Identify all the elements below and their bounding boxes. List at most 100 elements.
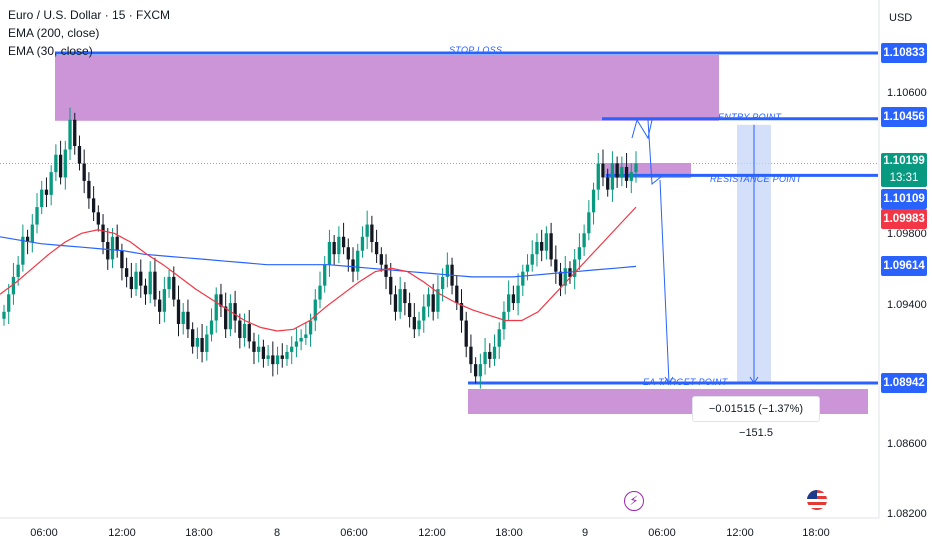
- candle-body: [40, 189, 44, 208]
- candle-body: [224, 306, 228, 330]
- ema200-price-label: 1.09614: [881, 256, 927, 276]
- candle-body: [25, 236, 30, 242]
- candle-body: [440, 276, 445, 290]
- candle-body: [214, 294, 218, 321]
- candle-body: [629, 172, 633, 181]
- candle-body: [516, 285, 520, 304]
- candle-body: [252, 341, 256, 352]
- symbol-title[interactable]: Euro / U.S. Dollar · 15 · FXCM: [8, 8, 171, 22]
- candle-body: [426, 294, 431, 307]
- us-flag-icon[interactable]: [807, 490, 827, 510]
- candle-body: [615, 163, 619, 178]
- candle-body: [591, 189, 596, 213]
- candle-body: [535, 241, 539, 255]
- candle-body: [195, 337, 200, 347]
- candle-body: [398, 289, 402, 312]
- ema200-legend[interactable]: EMA (200, close): [8, 26, 100, 40]
- candle-body: [148, 271, 152, 295]
- projection-arrowhead: [664, 376, 674, 384]
- candle-body: [436, 289, 440, 312]
- candle-body: [389, 276, 393, 295]
- ema200-line: [0, 236, 637, 278]
- ema30-price-label: 1.10109: [881, 189, 927, 209]
- time-tick: 9: [581, 527, 589, 539]
- candle-body: [379, 254, 383, 265]
- candle-body: [82, 163, 86, 181]
- candle-body: [544, 233, 549, 251]
- candle-body: [30, 224, 34, 242]
- candle-body: [431, 294, 435, 312]
- candle-body: [407, 303, 412, 318]
- candle-body: [73, 119, 77, 147]
- candle-body: [157, 299, 162, 312]
- candle-body: [219, 294, 223, 307]
- candle-body: [558, 271, 563, 286]
- ema30-red-price-label: 1.09983: [881, 209, 927, 229]
- candle-body: [21, 236, 25, 265]
- candle-body: [525, 264, 530, 272]
- currency-label[interactable]: USD: [889, 12, 913, 24]
- candle-body: [346, 247, 350, 260]
- candle-body: [134, 271, 138, 290]
- candle-body: [35, 207, 39, 225]
- resistance-point-annotation[interactable]: RESISTANCE POINT: [710, 174, 802, 184]
- ema30-legend[interactable]: EMA (30, close): [8, 44, 93, 58]
- entry-point-annotation[interactable]: ENTRY POINT: [718, 112, 782, 122]
- candle-body: [271, 355, 275, 365]
- time-tick: 06:00: [30, 527, 58, 539]
- time-tick: 06:00: [648, 527, 676, 539]
- candle-body: [205, 334, 209, 352]
- candle-body: [153, 271, 157, 300]
- candle-body: [7, 294, 11, 312]
- time-tick: 8: [273, 527, 281, 539]
- candle-body: [327, 241, 332, 265]
- price-tick: 1.09800: [887, 228, 927, 240]
- candle-body: [412, 317, 416, 330]
- candle-body: [365, 224, 369, 237]
- candle-body: [601, 163, 605, 178]
- candle-body: [275, 355, 280, 365]
- candle-body: [2, 311, 6, 319]
- candle-body: [261, 346, 266, 359]
- candle-body: [318, 285, 322, 300]
- candle-body: [96, 212, 100, 225]
- time-tick: 18:00: [802, 527, 830, 539]
- candle-body: [417, 320, 421, 330]
- candle-body: [393, 294, 398, 312]
- candle-body: [200, 337, 204, 352]
- ema30-line: [0, 206, 637, 332]
- candle-body: [172, 276, 176, 300]
- candle-body: [280, 355, 284, 359]
- lightning-icon[interactable]: ⚡: [624, 491, 644, 511]
- candle-body: [299, 337, 303, 342]
- stop-loss-annotation[interactable]: STOP LOSS: [449, 45, 503, 55]
- candle-body: [167, 276, 171, 290]
- candle-body: [139, 271, 143, 286]
- candle-body: [120, 250, 124, 269]
- candle-body: [308, 320, 313, 335]
- candle-body: [497, 329, 501, 347]
- candle-body: [11, 276, 16, 295]
- candle-body: [332, 241, 336, 255]
- candle-body: [242, 324, 247, 338]
- candle-body: [459, 303, 464, 321]
- candle-body: [469, 346, 473, 365]
- candle-body: [563, 268, 567, 286]
- time-tick: 12:00: [108, 527, 136, 539]
- price-tick: 1.08600: [887, 438, 927, 450]
- candle-body: [554, 259, 558, 272]
- candle-body: [606, 177, 610, 190]
- candle-body: [374, 241, 379, 255]
- candle-body: [162, 289, 167, 312]
- candle-body: [540, 241, 544, 251]
- candle-body: [323, 264, 327, 286]
- projection-drop: [659, 179, 670, 384]
- candle-body: [511, 294, 516, 304]
- candle-body: [549, 233, 553, 260]
- candle-body: [351, 259, 355, 272]
- candle-body: [143, 285, 148, 295]
- target-point-annotation[interactable]: EA TARGET POINT: [643, 377, 728, 387]
- candle-body: [101, 224, 105, 242]
- candle-body: [266, 355, 270, 359]
